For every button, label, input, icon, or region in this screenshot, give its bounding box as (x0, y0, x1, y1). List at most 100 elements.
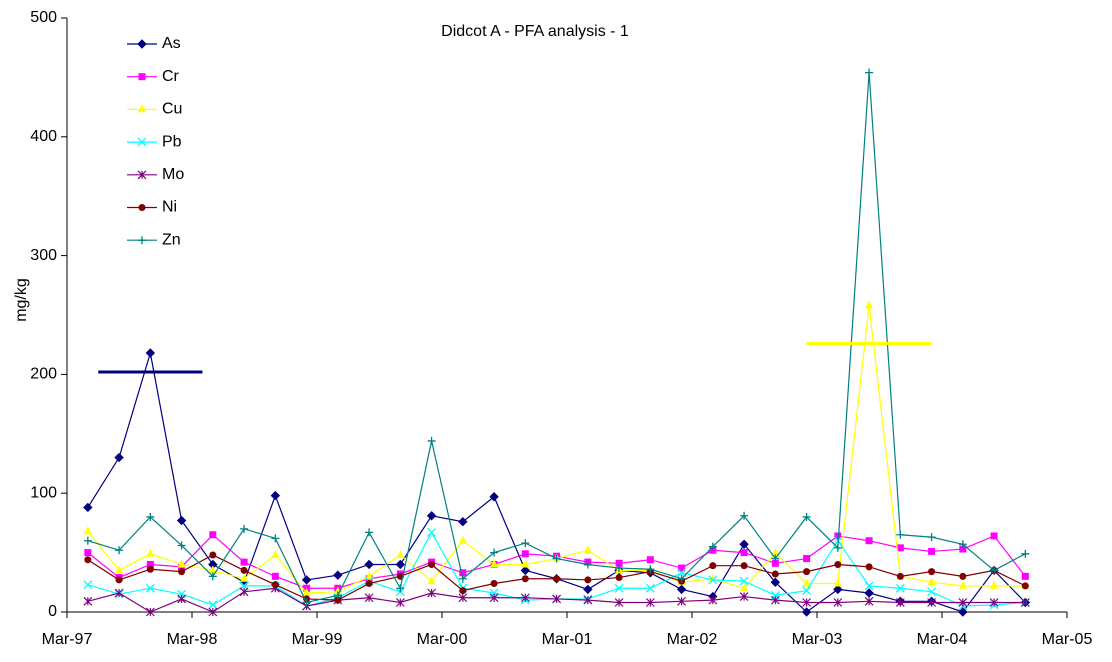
marker (334, 596, 342, 604)
marker (521, 559, 530, 568)
marker (552, 594, 562, 604)
marker (615, 559, 623, 567)
marker (865, 563, 873, 571)
marker (83, 502, 93, 513)
x-tick-label: Mar-01 (542, 631, 593, 648)
y-tick-label: 100 (30, 484, 57, 501)
marker (333, 570, 343, 580)
marker (928, 568, 936, 576)
legend-label: Cu (162, 101, 182, 118)
marker (459, 569, 467, 577)
marker (396, 549, 405, 558)
marker (802, 512, 811, 521)
marker (990, 566, 999, 575)
marker (115, 576, 123, 584)
marker (177, 541, 186, 550)
marker (928, 547, 936, 555)
marker (990, 580, 999, 589)
marker (428, 560, 436, 568)
marker (770, 577, 781, 588)
marker (83, 596, 93, 606)
marker (395, 559, 406, 570)
marker (864, 588, 874, 598)
marker (490, 559, 499, 568)
legend-marker (138, 104, 146, 113)
legend-label: As (162, 35, 181, 52)
marker (177, 559, 186, 568)
marker (959, 572, 967, 580)
marker (739, 592, 749, 601)
marker (365, 579, 373, 587)
marker (989, 598, 999, 607)
marker (115, 546, 124, 555)
marker (365, 571, 374, 580)
marker (427, 436, 436, 445)
marker (801, 607, 812, 617)
marker (1020, 598, 1030, 607)
marker (896, 530, 905, 539)
marker (645, 583, 655, 593)
marker (458, 535, 467, 544)
marker (740, 549, 748, 557)
marker (802, 586, 812, 596)
marker (427, 527, 437, 537)
y-tick-label: 500 (30, 9, 57, 26)
marker (677, 596, 687, 606)
marker (678, 564, 686, 572)
marker (614, 583, 624, 593)
marker (645, 598, 655, 607)
y-axis-label: mg/kg (13, 278, 30, 322)
marker (584, 576, 592, 584)
marker (115, 565, 124, 574)
marker (240, 524, 249, 533)
marker (208, 607, 218, 617)
marker (895, 583, 905, 593)
marker (114, 452, 124, 463)
marker (302, 587, 311, 596)
marker (927, 587, 937, 597)
marker (145, 348, 156, 358)
marker (84, 549, 92, 557)
marker (583, 584, 593, 595)
marker (395, 598, 405, 607)
legend-marker (138, 204, 146, 211)
marker (427, 588, 437, 598)
marker (959, 545, 967, 553)
marker (365, 528, 374, 537)
legend-label: Zn (162, 231, 181, 248)
x-tick-label: Mar-02 (667, 631, 718, 648)
legend-label: Ni (162, 199, 177, 216)
marker (83, 526, 92, 535)
marker (239, 587, 249, 597)
marker (708, 542, 717, 551)
series-line (87, 352, 1026, 613)
marker (145, 607, 155, 617)
marker (676, 584, 687, 595)
marker (895, 598, 905, 607)
marker (1021, 572, 1029, 580)
marker (271, 534, 280, 543)
marker (209, 551, 217, 559)
marker (958, 607, 968, 617)
marker (146, 560, 154, 568)
marker (583, 545, 592, 554)
marker (146, 512, 155, 521)
y-tick-label: 400 (30, 128, 57, 145)
marker (270, 490, 281, 501)
legend-label: Pb (162, 133, 182, 150)
marker (958, 580, 967, 589)
marker (208, 565, 217, 574)
marker (802, 598, 812, 607)
x-tick-label: Mar-04 (917, 631, 968, 648)
marker (615, 564, 624, 573)
marker (1021, 582, 1029, 590)
marker (145, 583, 155, 593)
marker (209, 531, 217, 539)
x-tick-label: Mar-05 (1042, 631, 1093, 648)
marker (615, 574, 623, 582)
marker (427, 576, 436, 585)
marker (459, 587, 467, 595)
marker (1021, 549, 1030, 558)
marker (301, 575, 312, 585)
marker (208, 572, 217, 581)
